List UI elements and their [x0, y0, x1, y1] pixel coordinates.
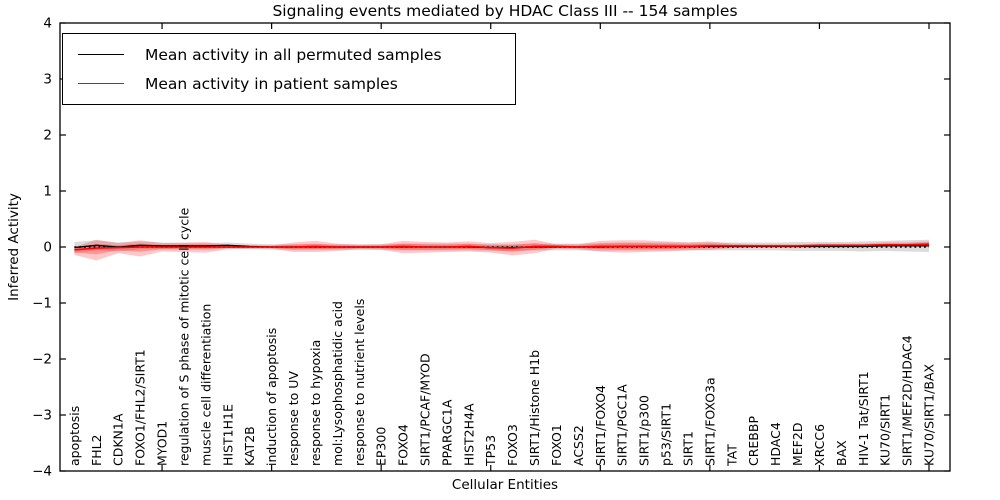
x-category-label: TP53	[483, 435, 498, 467]
x-axis-ticks	[161, 23, 930, 471]
red-line-sample-icon	[78, 83, 124, 84]
x-category-label: KAT2B	[242, 426, 257, 466]
x-category-label: FOXO1/FHL2/SIRT1	[133, 349, 148, 466]
black-line-sample-icon	[78, 54, 124, 55]
x-category-label: PPARGC1A	[439, 399, 454, 466]
x-category-label: HIST2H4A	[461, 403, 476, 466]
x-category-label: BAX	[834, 440, 849, 466]
x-axis-label: Cellular Entities	[451, 477, 559, 493]
x-category-label: TAT	[724, 444, 739, 467]
legend-label-permuted: Mean activity in all permuted samples	[145, 45, 442, 64]
x-category-label: HIV-1 Tat/SIRT1	[856, 371, 871, 466]
y-tick-label: −2	[32, 352, 52, 368]
y-tick-label: 3	[43, 72, 52, 88]
y-tick-label: −1	[32, 296, 52, 312]
x-category-label: CDKN1A	[111, 413, 126, 466]
x-category-label: SIRT1/Histone H1b	[527, 350, 542, 466]
x-category-label: EP300	[374, 427, 389, 466]
x-category-label: regulation of S phase of mitotic cell cy…	[176, 207, 191, 466]
x-category-label: CREBBP	[746, 416, 761, 466]
patient-range-band-outer	[74, 239, 929, 261]
x-category-label: FOXO3	[505, 424, 520, 466]
y-tick-label: 0	[43, 240, 52, 256]
y-tick-label: 4	[43, 16, 52, 32]
chart-title: Signaling events mediated by HDAC Class …	[272, 2, 738, 20]
x-category-label: SIRT1/PCAF/MYOD	[418, 353, 433, 466]
y-tick-label: 2	[43, 128, 52, 144]
y-tick-label: 1	[43, 184, 52, 200]
x-category-label: MYOD1	[155, 421, 170, 466]
x-category-labels: apoptosis FHL2 CDKN1A FOXO1/FHL2/SIRT1 MYOD1…	[67, 207, 937, 467]
legend-label-patient: Mean activity in patient samples	[145, 74, 398, 93]
x-category-label: SIRT1/FOXO3a	[702, 377, 717, 466]
x-category-label: SIRT1/FOXO4	[593, 385, 608, 466]
y-tick-label: −3	[32, 408, 52, 424]
y-axis-label: Inferred Activity	[6, 193, 22, 301]
x-category-label: FOXO4	[396, 424, 411, 466]
patient-mean-line	[74, 243, 930, 251]
x-category-label: HDAC4	[768, 422, 783, 466]
x-category-label: XRCC6	[812, 424, 827, 466]
x-category-label: SIRT1/MEF2D/HDAC4	[900, 335, 915, 466]
x-category-label: response to UV	[286, 371, 301, 466]
x-category-label: response to hypoxia	[308, 340, 323, 466]
x-category-label: SIRT1	[680, 431, 695, 466]
x-category-label: MEF2D	[790, 423, 805, 466]
x-category-label: response to nutrient levels	[352, 299, 367, 466]
legend-item-patient: Mean activity in patient samples	[63, 69, 515, 98]
x-category-label: mol:Lysophosphatidic acid	[330, 301, 345, 466]
x-category-label: HIST1H1E	[220, 404, 235, 466]
x-category-label: KU70/SIRT1	[878, 394, 893, 466]
x-category-label: FOXO1	[549, 424, 564, 466]
x-category-label: KU70/SIRT1/BAX	[922, 364, 937, 466]
x-category-label: FHL2	[89, 434, 104, 466]
x-category-label: induction of apoptosis	[264, 328, 279, 466]
x-category-label: apoptosis	[67, 406, 82, 466]
legend-item-permuted: Mean activity in all permuted samples	[63, 40, 515, 69]
y-axis-ticks: 4 3 2 1 0 −1 −2 −3 −4	[32, 16, 950, 480]
x-category-label: ACSS2	[571, 425, 586, 466]
x-category-label: SIRT1/PGC1A	[615, 384, 630, 466]
y-tick-label: −4	[32, 464, 52, 480]
x-category-label: muscle cell differentiation	[198, 304, 213, 466]
x-category-label: SIRT1/p300	[637, 395, 652, 466]
x-category-label: p53/SIRT1	[659, 403, 674, 466]
legend: Mean activity in all permuted samples Me…	[62, 33, 516, 105]
